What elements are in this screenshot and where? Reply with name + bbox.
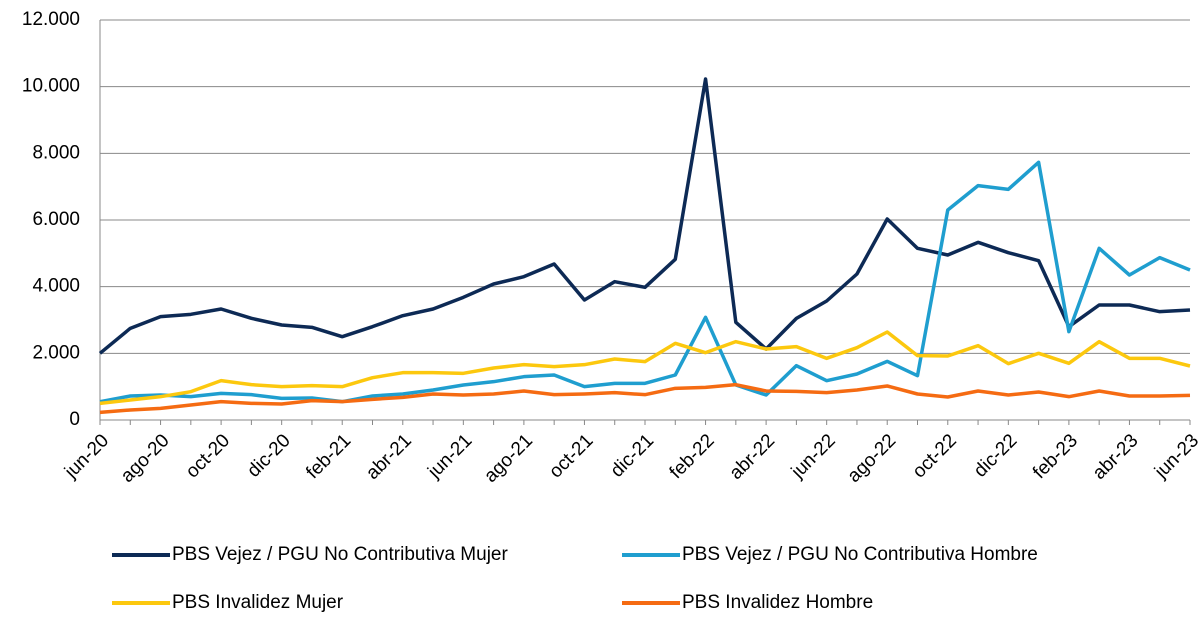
x-tick-label: abr-23 <box>1089 430 1143 484</box>
x-tick-label: oct-20 <box>182 430 234 482</box>
legend-label: PBS Invalidez Hombre <box>682 592 873 613</box>
x-tick-label: dic-21 <box>607 430 658 481</box>
x-tick-label: feb-22 <box>666 430 719 483</box>
y-tick-label: 4.000 <box>32 276 80 297</box>
x-tick-label: jun-23 <box>1150 430 1203 483</box>
x-tick-label: jun-20 <box>60 430 113 483</box>
x-tick-label: dic-22 <box>970 430 1021 481</box>
series-line <box>99 382 1191 415</box>
x-tick-label: jun-21 <box>424 430 477 483</box>
x-tick-label: ago-20 <box>117 430 174 487</box>
series-line <box>99 160 1191 404</box>
x-tick-label: jun-22 <box>787 430 840 483</box>
y-tick-label: 2.000 <box>32 342 80 363</box>
y-tick-label: 12.000 <box>22 9 80 30</box>
x-tick-label: dic-20 <box>243 430 294 481</box>
legend-label: PBS Vejez / PGU No Contributiva Mujer <box>172 544 508 565</box>
legend-label: PBS Invalidez Mujer <box>172 592 344 613</box>
x-tick-label: feb-23 <box>1029 430 1082 483</box>
x-tick-label: oct-21 <box>545 430 597 482</box>
y-tick-label: 10.000 <box>22 76 80 97</box>
y-tick-label: 6.000 <box>32 209 80 230</box>
x-tick-label: ago-21 <box>480 430 537 487</box>
x-tick-label: abr-22 <box>726 430 780 484</box>
legend-label: PBS Vejez / PGU No Contributiva Hombre <box>682 544 1038 565</box>
x-tick-label: abr-21 <box>362 430 416 484</box>
x-tick-label: oct-22 <box>909 430 961 482</box>
series-line <box>99 330 1191 406</box>
x-tick-label: feb-21 <box>302 430 355 483</box>
x-tick-label: ago-22 <box>844 430 901 487</box>
y-tick-label: 8.000 <box>32 142 80 163</box>
series-line <box>98 77 1191 355</box>
y-tick-label: 0 <box>69 409 80 430</box>
